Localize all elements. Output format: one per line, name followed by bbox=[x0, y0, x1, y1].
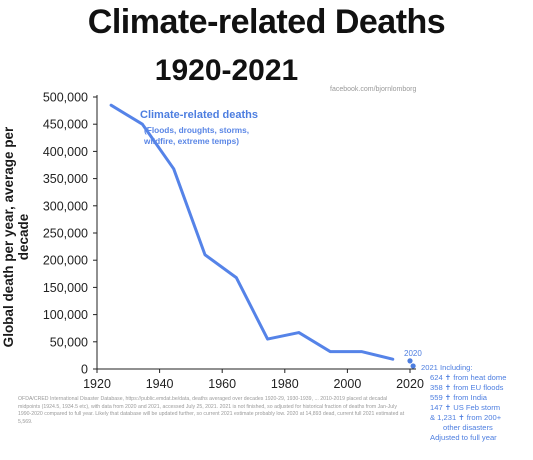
x-tick-label: 2020 bbox=[396, 377, 424, 391]
breakdown-line: other disasters bbox=[443, 423, 493, 432]
point-2020 bbox=[407, 358, 413, 364]
points bbox=[407, 358, 416, 369]
breakdown-line: Adjusted to full year bbox=[430, 433, 497, 442]
x-tick-label: 1960 bbox=[208, 377, 236, 391]
breakdown-line: 559 ✝ from India bbox=[430, 393, 488, 402]
x-tick-label: 2000 bbox=[333, 377, 361, 391]
annotation-2020: 2020 bbox=[404, 349, 422, 358]
x-ticks: 1920 1940 1960 1980 2000 2020 bbox=[83, 369, 424, 391]
credit-text: facebook.com/bjornlomborg bbox=[330, 86, 417, 93]
series bbox=[109, 103, 395, 361]
x-tick-label: 1920 bbox=[83, 377, 111, 391]
y-tick-label: 150,000 bbox=[43, 281, 88, 295]
y-tick-label: 300,000 bbox=[43, 199, 88, 213]
x-tick-label: 1940 bbox=[146, 377, 174, 391]
source-note: OFDA/CRED International Disaster Databas… bbox=[18, 396, 405, 426]
y-ticks: 0 50,000 100,000 150,000 200,000 250,000 300,0… bbox=[43, 91, 97, 377]
breakdown-2021: 2021 Including: 624 ✝ from heat dome 358 ✝… bbox=[421, 363, 506, 443]
y-tick-label: 400,000 bbox=[43, 145, 88, 159]
series-line bbox=[109, 103, 395, 361]
axes bbox=[96, 95, 416, 370]
breakdown-line: 2021 Including: bbox=[421, 363, 473, 372]
y-tick-label: 500,000 bbox=[43, 91, 88, 105]
chart-title-line1: Climate-related Deaths bbox=[87, 3, 446, 41]
series-subtitle: (Floods, droughts, storms, wildfire, ext… bbox=[144, 125, 250, 146]
point-2021 bbox=[410, 363, 416, 369]
breakdown-line: 147 ✝ US Feb storm bbox=[430, 403, 501, 412]
y-tick-label: 200,000 bbox=[43, 254, 88, 268]
y-tick-label: 0 bbox=[81, 363, 88, 377]
x-tick-label: 1980 bbox=[271, 377, 299, 391]
series-label: Climate-related deaths bbox=[140, 109, 258, 121]
breakdown-line: 358 ✝ from EU floods bbox=[430, 383, 504, 392]
y-tick-label: 50,000 bbox=[50, 335, 88, 349]
breakdown-line: & 1,231 ✝ from 200+ bbox=[430, 413, 502, 422]
y-tick-label: 450,000 bbox=[43, 118, 88, 132]
chart-title-line2: 1920-2021 bbox=[154, 54, 299, 87]
y-tick-label: 350,000 bbox=[43, 172, 88, 186]
y-tick-label: 100,000 bbox=[43, 308, 88, 322]
breakdown-line: 624 ✝ from heat dome bbox=[430, 373, 507, 382]
y-tick-label: 250,000 bbox=[43, 227, 88, 241]
